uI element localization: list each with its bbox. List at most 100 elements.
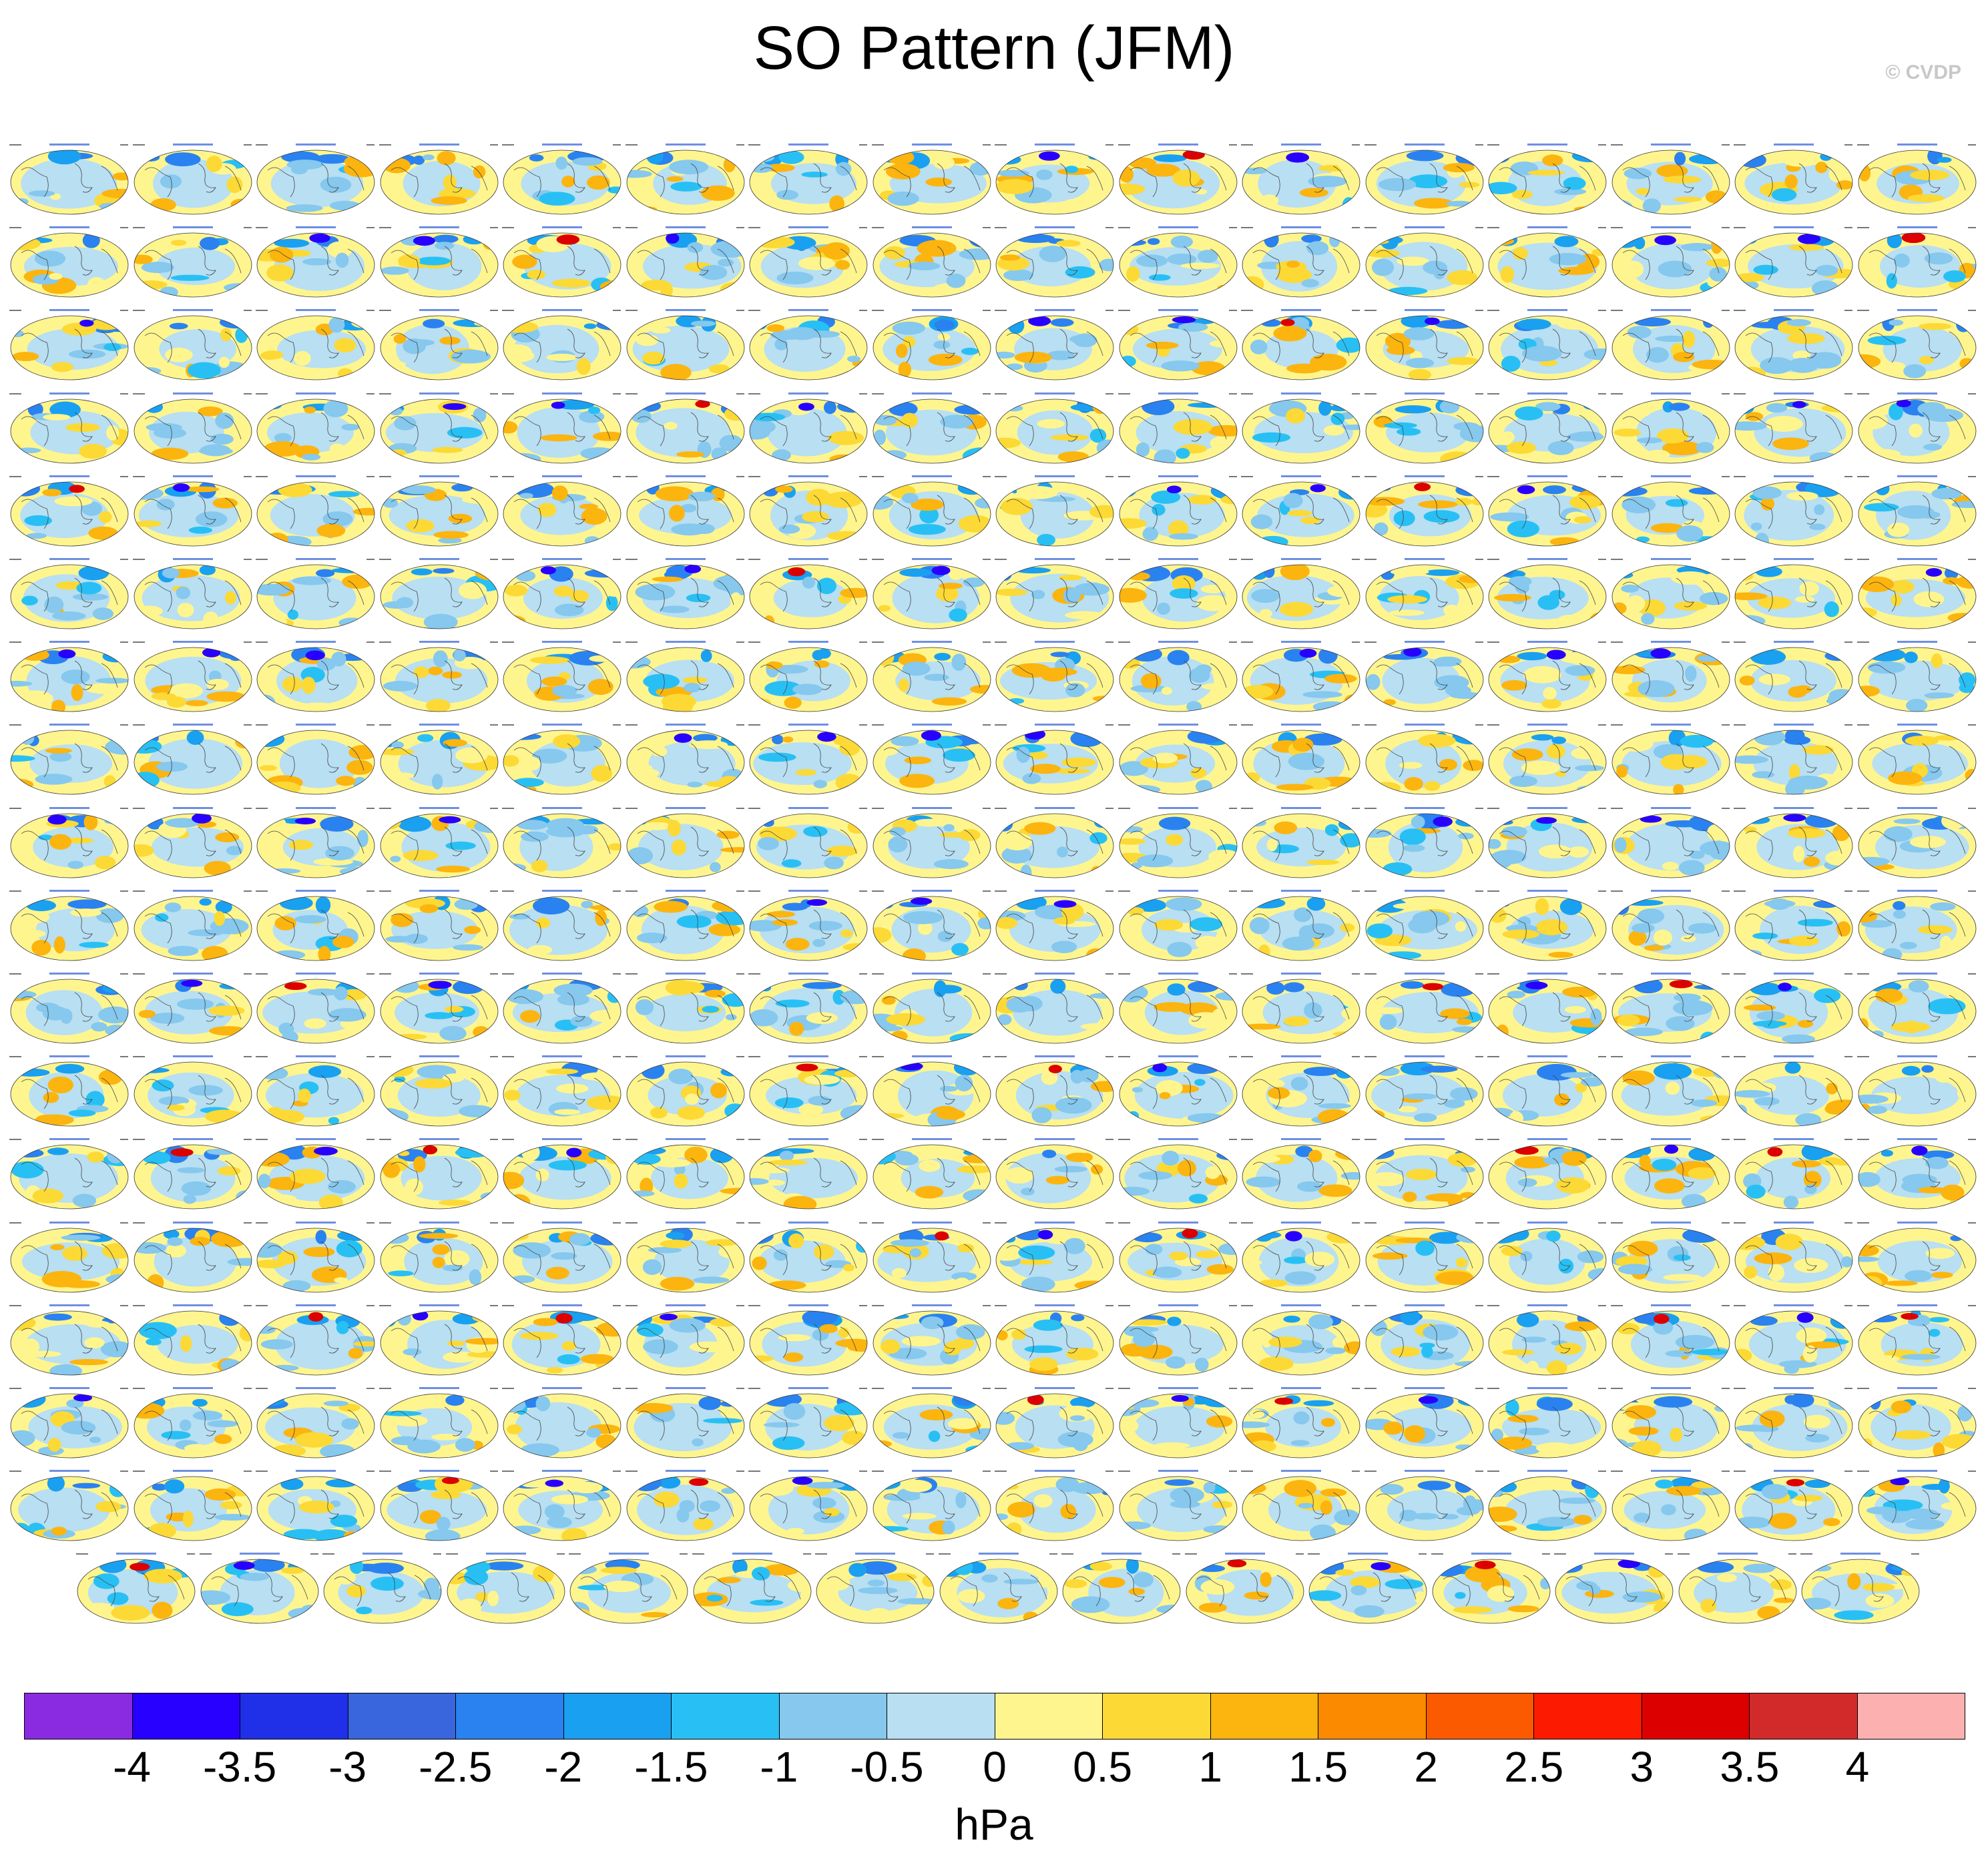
map-panel bbox=[1240, 1463, 1362, 1546]
map-panel bbox=[1306, 1546, 1429, 1629]
map-panel bbox=[501, 137, 624, 220]
map-panel bbox=[254, 1049, 377, 1131]
map-panel bbox=[378, 1131, 501, 1214]
map-panel bbox=[747, 469, 870, 551]
map-panel bbox=[747, 1380, 870, 1463]
map-panel bbox=[501, 634, 624, 717]
map-panel bbox=[993, 1298, 1116, 1380]
map-panel bbox=[1240, 717, 1362, 800]
map-panel bbox=[132, 137, 254, 220]
map-panel bbox=[1732, 386, 1855, 469]
map-panel bbox=[871, 634, 993, 717]
map-panel bbox=[1363, 634, 1486, 717]
map-panel bbox=[993, 717, 1116, 800]
map-panel bbox=[378, 1380, 501, 1463]
map-panel bbox=[1856, 302, 1979, 385]
colorbar-swatch bbox=[1534, 1693, 1642, 1739]
map-panel bbox=[1609, 800, 1732, 883]
colorbar-swatch bbox=[1642, 1693, 1750, 1739]
map-panel bbox=[1609, 1049, 1732, 1131]
map-panel bbox=[254, 800, 377, 883]
map-panel bbox=[8, 469, 131, 551]
map-panel bbox=[993, 1463, 1116, 1546]
colorbar-tick-label: -0.5 bbox=[850, 1743, 924, 1791]
map-panel bbox=[747, 386, 870, 469]
map-panel bbox=[254, 717, 377, 800]
map-panel bbox=[747, 1131, 870, 1214]
colorbar-tick-label: 3 bbox=[1630, 1743, 1654, 1791]
map-panel bbox=[501, 1380, 624, 1463]
map-panel bbox=[624, 302, 747, 385]
map-panel bbox=[1856, 469, 1979, 551]
colorbar-swatch bbox=[995, 1693, 1103, 1739]
map-panel bbox=[132, 551, 254, 634]
map-panel bbox=[747, 220, 870, 302]
map-panel bbox=[8, 1215, 131, 1298]
map-panel bbox=[871, 137, 993, 220]
map-panel bbox=[871, 386, 993, 469]
colorbar-tick-label: -2 bbox=[544, 1743, 583, 1791]
map-panel bbox=[1609, 883, 1732, 966]
map-panel bbox=[871, 551, 993, 634]
colorbar-tick-label: 2 bbox=[1414, 1743, 1439, 1791]
map-panel bbox=[1240, 966, 1362, 1049]
map-panel bbox=[624, 1298, 747, 1380]
map-panel bbox=[321, 1546, 444, 1629]
map-panel bbox=[501, 717, 624, 800]
map-panel bbox=[1240, 302, 1362, 385]
map-panel bbox=[747, 551, 870, 634]
map-panel bbox=[378, 634, 501, 717]
colorbar-tick-label: 0 bbox=[983, 1743, 1007, 1791]
colorbar-swatch bbox=[1210, 1693, 1318, 1739]
map-panel bbox=[8, 1380, 131, 1463]
map-panel bbox=[624, 717, 747, 800]
map-panel bbox=[8, 302, 131, 385]
map-panel bbox=[1609, 551, 1732, 634]
map-panel bbox=[8, 717, 131, 800]
map-panel bbox=[378, 469, 501, 551]
map-panel bbox=[8, 800, 131, 883]
map-panel bbox=[1609, 966, 1732, 1049]
map-panel bbox=[747, 634, 870, 717]
map-panel bbox=[624, 551, 747, 634]
map-panel bbox=[1240, 1049, 1362, 1131]
map-panel bbox=[993, 883, 1116, 966]
map-panel bbox=[378, 1215, 501, 1298]
map-panel bbox=[378, 551, 501, 634]
map-panel bbox=[1609, 1463, 1732, 1546]
map-panel bbox=[1609, 1380, 1732, 1463]
map-panel bbox=[1609, 634, 1732, 717]
map-panel bbox=[1363, 717, 1486, 800]
map-panel bbox=[1486, 386, 1609, 469]
colorbar-swatch bbox=[1426, 1693, 1534, 1739]
map-panel bbox=[1856, 551, 1979, 634]
map-panel bbox=[501, 1049, 624, 1131]
map-panel bbox=[1117, 634, 1240, 717]
map-panel bbox=[993, 137, 1116, 220]
map-panel bbox=[871, 469, 993, 551]
map-panel bbox=[747, 883, 870, 966]
map-panel bbox=[1486, 883, 1609, 966]
map-panel bbox=[993, 1215, 1116, 1298]
map-panel bbox=[254, 386, 377, 469]
map-panel bbox=[254, 137, 377, 220]
map-panel bbox=[624, 1215, 747, 1298]
map-panel bbox=[1732, 1380, 1855, 1463]
map-panel bbox=[937, 1546, 1060, 1629]
map-panel bbox=[1732, 1463, 1855, 1546]
map-panel bbox=[1363, 1463, 1486, 1546]
map-panel bbox=[993, 220, 1116, 302]
map-panel bbox=[501, 551, 624, 634]
map-panel bbox=[1363, 1298, 1486, 1380]
map-panel bbox=[8, 137, 131, 220]
map-panel bbox=[501, 386, 624, 469]
map-panel bbox=[871, 966, 993, 1049]
map-panel bbox=[1732, 883, 1855, 966]
map-panel bbox=[1732, 220, 1855, 302]
map-panel bbox=[1732, 800, 1855, 883]
map-panel bbox=[624, 220, 747, 302]
colorbar-tick-label: -3.5 bbox=[202, 1743, 277, 1791]
map-panel bbox=[993, 551, 1116, 634]
map-panel bbox=[132, 1298, 254, 1380]
map-panel bbox=[1363, 220, 1486, 302]
